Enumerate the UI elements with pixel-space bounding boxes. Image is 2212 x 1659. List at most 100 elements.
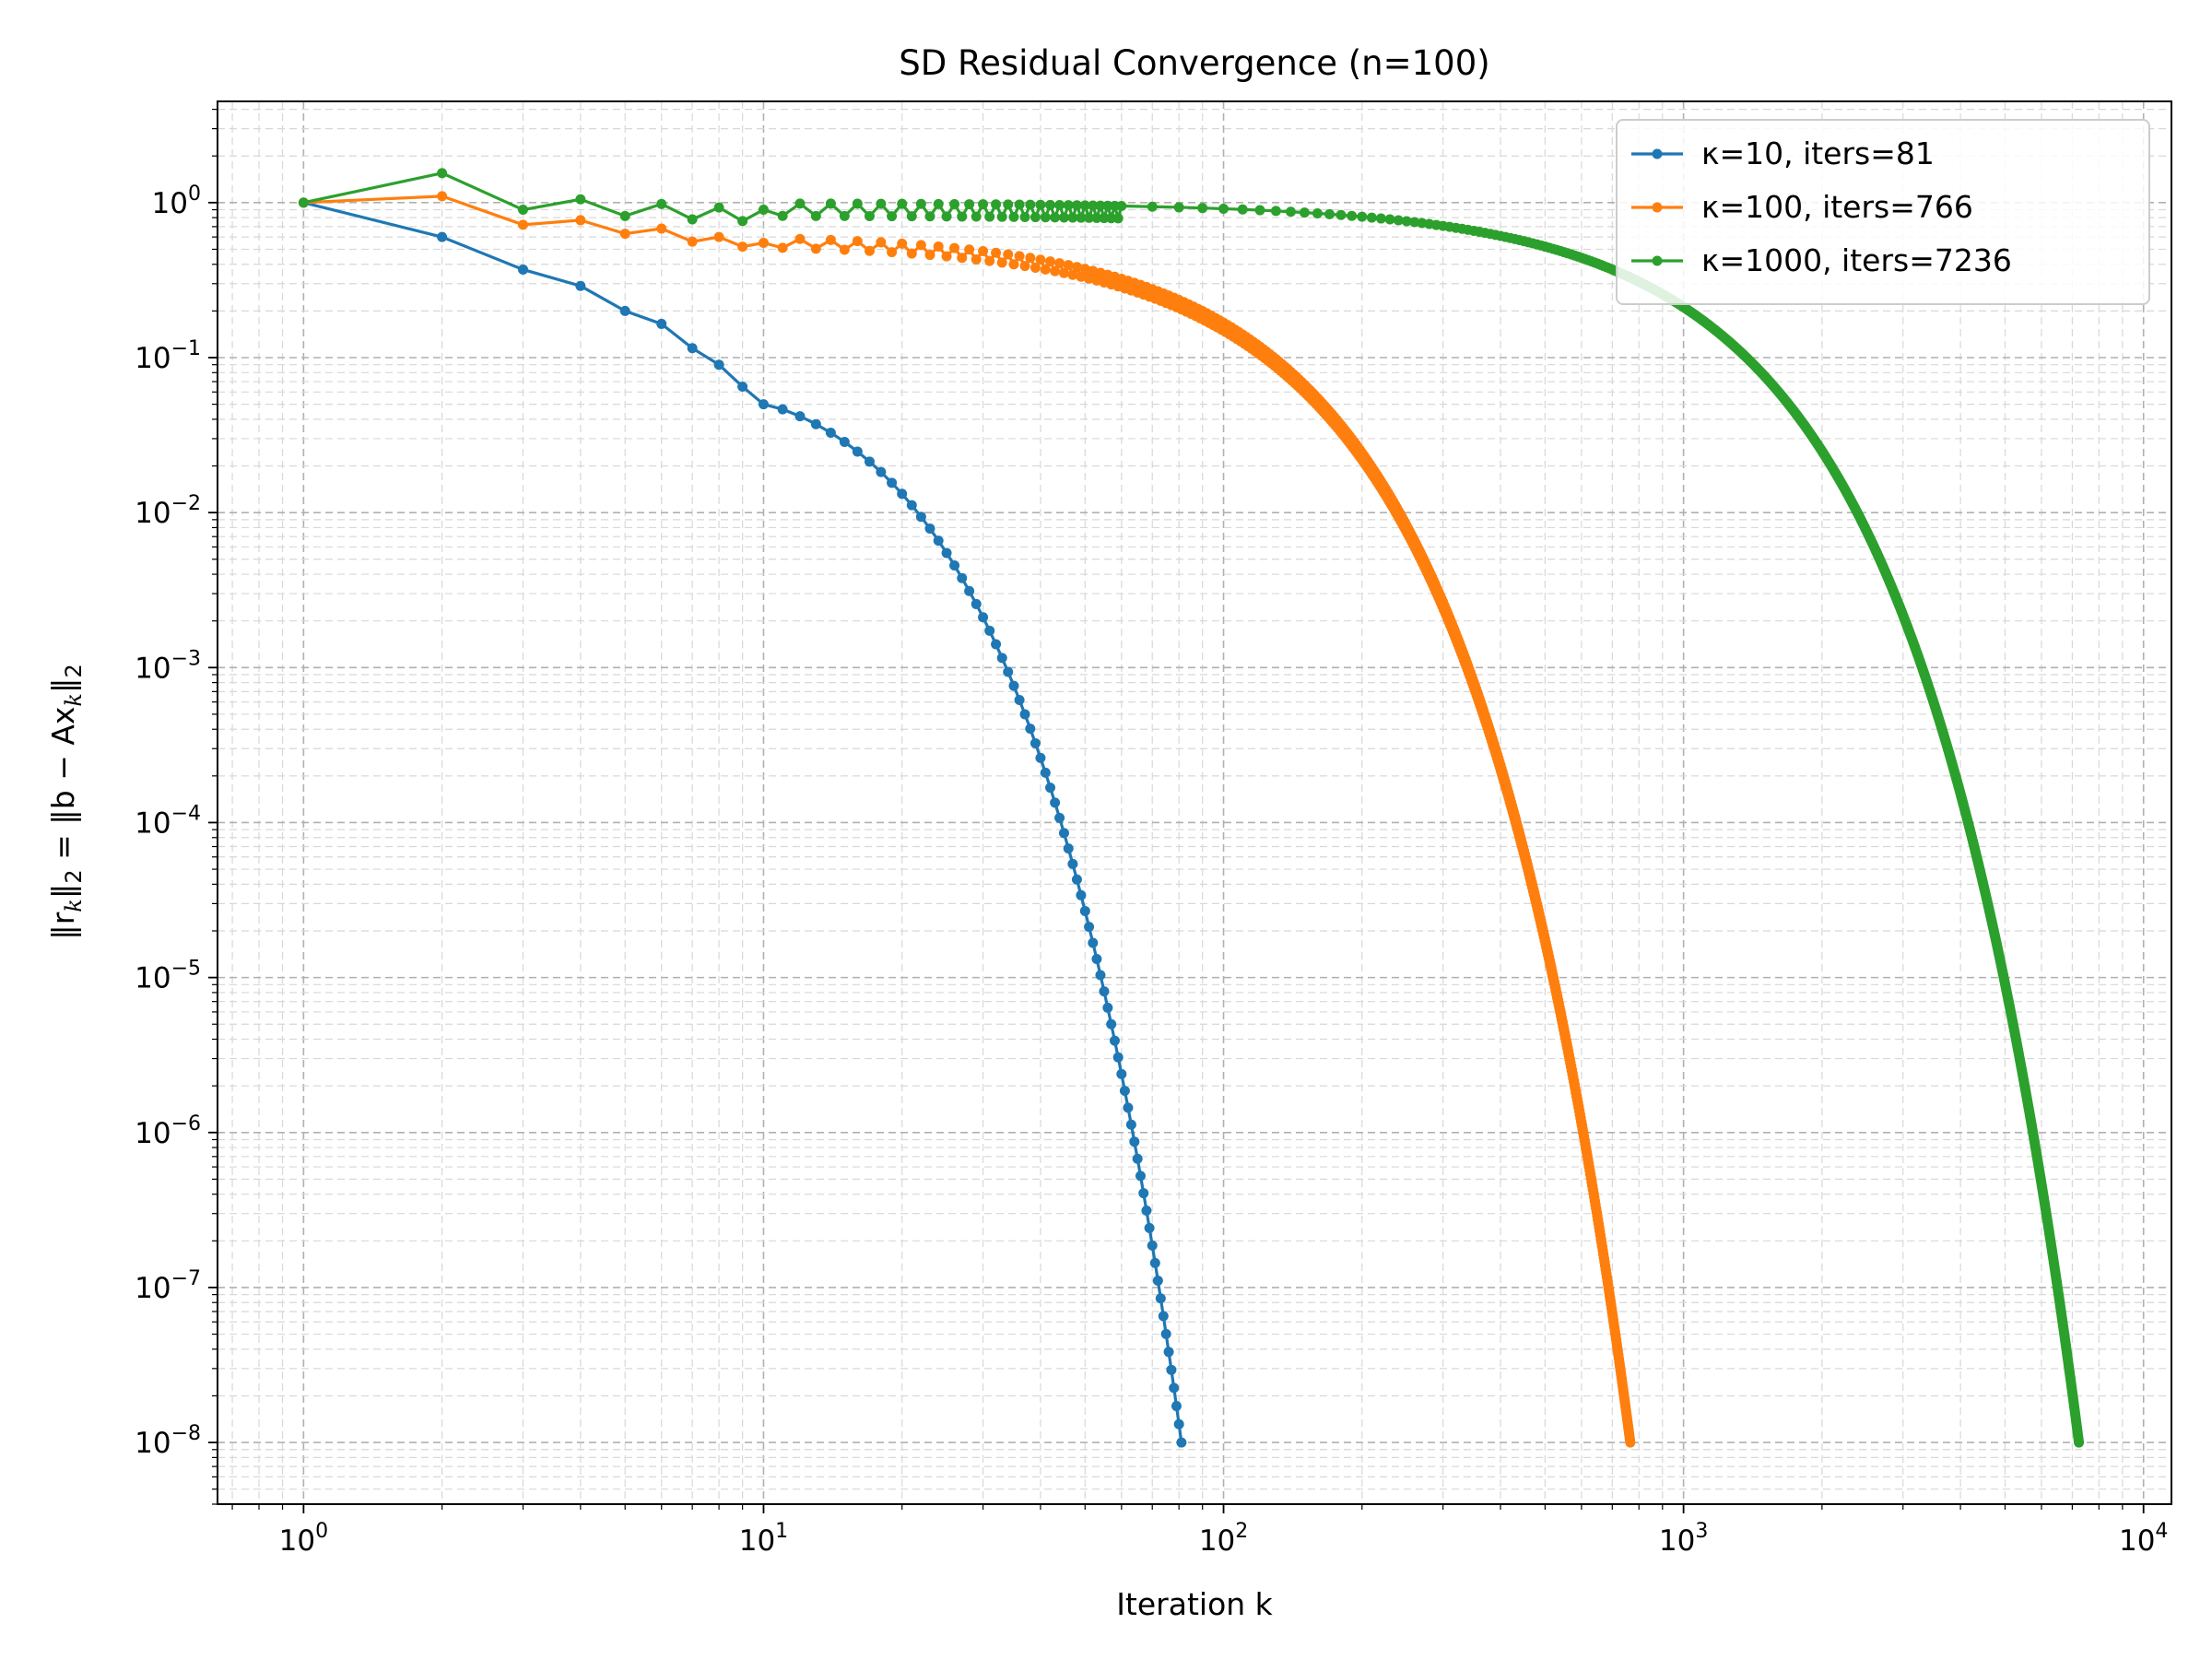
y-tick-label: 10−2 (135, 492, 201, 530)
y-tick-label: 10−1 (135, 337, 201, 375)
series-point (957, 253, 968, 264)
series-point (713, 202, 724, 213)
series-point (887, 211, 898, 222)
series-point (864, 456, 875, 467)
series-point (957, 572, 968, 583)
y-tick-label: 10−4 (135, 802, 201, 840)
series-point (1079, 264, 1090, 275)
series-point (1112, 213, 1124, 224)
series-point (1035, 752, 1046, 763)
series-point (1003, 666, 1014, 677)
series-point (984, 211, 995, 222)
series-point (1106, 1018, 1117, 1030)
series-point (1116, 201, 1127, 212)
series-point (991, 199, 1002, 210)
series-point (876, 466, 887, 477)
series-point (737, 241, 748, 253)
series-point (1040, 264, 1051, 275)
series-point (864, 245, 875, 256)
series-point (897, 198, 908, 209)
series-point (794, 233, 806, 244)
series-point (1008, 680, 1019, 691)
series-point (978, 245, 989, 256)
series-point (1050, 212, 1061, 223)
series-point (1008, 259, 1019, 270)
series-3 (298, 168, 2085, 1448)
legend-label: κ=10, iters=81 (1701, 135, 1935, 171)
series-point (978, 612, 989, 623)
series-point (933, 241, 944, 252)
series-point (1099, 986, 1110, 997)
series-point (1147, 201, 1158, 212)
series-point (915, 240, 926, 251)
series-point (1084, 273, 1095, 284)
series-point (518, 219, 528, 230)
series-point (1119, 1086, 1130, 1097)
legend-marker (1652, 148, 1663, 159)
series-point (1625, 1437, 1636, 1448)
x-tick-label: 103 (1659, 1520, 1708, 1558)
y-tick-label: 100 (152, 182, 201, 220)
legend-marker (1652, 255, 1663, 266)
series-point (1401, 216, 1412, 227)
series-point (777, 404, 788, 415)
series-point (1335, 209, 1347, 220)
series-point (1155, 1293, 1166, 1304)
series-point (1040, 212, 1051, 223)
series-point (1030, 262, 1041, 273)
series-point (1071, 200, 1082, 211)
series-point (1088, 200, 1099, 211)
series-point (825, 198, 836, 209)
series-point (1084, 922, 1095, 933)
series-point (518, 264, 528, 275)
series-point (1019, 261, 1030, 272)
series-point (852, 198, 863, 209)
series-point (1132, 1153, 1143, 1164)
series-point (1116, 1068, 1127, 1079)
series-point (737, 216, 748, 227)
series-point (1091, 212, 1102, 223)
series-point (1366, 212, 1377, 223)
series-point (1357, 211, 1368, 222)
y-tick-label: 10−8 (135, 1422, 201, 1460)
series-point (1054, 258, 1065, 269)
series-point (971, 253, 982, 265)
series-point (777, 210, 788, 221)
legend-box (1616, 119, 2150, 305)
series-point (991, 639, 1002, 650)
series-1 (298, 197, 1187, 1448)
series-point (964, 244, 975, 255)
series-point (437, 231, 448, 242)
series-point (876, 237, 887, 248)
series-point (1218, 203, 1230, 214)
series-point (1040, 767, 1051, 778)
series-point (1054, 812, 1065, 823)
series-point (971, 598, 982, 609)
x-tick-label: 104 (2119, 1520, 2168, 1558)
series-point (1084, 212, 1095, 223)
y-tick-label: 10−6 (135, 1112, 201, 1150)
series-point (864, 210, 875, 221)
series-point (1152, 1276, 1163, 1287)
series-point (1076, 271, 1087, 282)
series-point (794, 198, 806, 209)
series-point (949, 198, 960, 209)
series-point (852, 236, 863, 247)
series-point (1050, 797, 1061, 808)
series-point (924, 211, 935, 222)
legend-label: κ=100, iters=766 (1701, 189, 1973, 225)
series-point (996, 211, 1007, 222)
series-point (984, 255, 995, 266)
series-point (1138, 1188, 1149, 1199)
plot-background (218, 101, 2171, 1504)
series-point (1058, 828, 1069, 839)
series-point (687, 236, 698, 247)
series-point (897, 488, 908, 500)
series-point (1393, 215, 1404, 226)
series-point (1147, 1240, 1158, 1251)
series-point (1035, 199, 1046, 210)
series-point (1067, 212, 1078, 223)
series-point (941, 547, 952, 559)
series-point (924, 250, 935, 261)
